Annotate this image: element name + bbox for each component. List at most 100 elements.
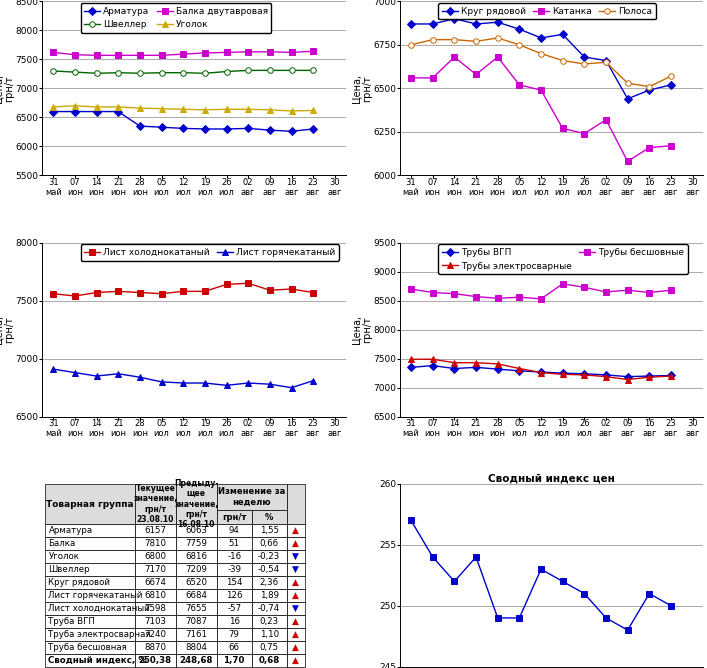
Балка двутавровая <box>114 51 122 59</box>
FancyBboxPatch shape <box>217 628 252 641</box>
Лист горячекатаный <box>157 378 165 386</box>
Text: Труба ВГП: Труба ВГП <box>49 617 95 626</box>
Трубы ВГП <box>407 363 415 371</box>
Трубы ВГП <box>580 369 589 377</box>
Круг рядовой <box>428 20 437 28</box>
Балка двутавровая <box>157 51 165 59</box>
Text: 6800: 6800 <box>144 552 166 561</box>
Трубы ВГП <box>450 365 459 373</box>
Лист горячекатаный <box>222 381 230 389</box>
Text: 0,66: 0,66 <box>259 539 279 548</box>
Legend: Трубы ВГП, Трубы электросварные, Трубы бесшовные: Трубы ВГП, Трубы электросварные, Трубы б… <box>438 244 688 274</box>
Line: Балка двутавровая: Балка двутавровая <box>50 49 316 58</box>
Text: Швеллер: Швеллер <box>49 565 90 574</box>
Арматура <box>157 123 165 131</box>
Арматура <box>114 108 122 116</box>
Балка двутавровая <box>222 48 230 56</box>
Text: 6520: 6520 <box>185 578 207 587</box>
FancyBboxPatch shape <box>45 589 135 602</box>
Line: Уголок: Уголок <box>50 103 316 114</box>
Круг рядовой <box>472 20 480 28</box>
Швеллер <box>136 69 144 77</box>
Трубы бесшовные <box>407 285 415 293</box>
Арматура <box>287 128 296 136</box>
FancyBboxPatch shape <box>217 615 252 628</box>
Text: 1,10: 1,10 <box>259 630 279 639</box>
Line: Лист холоднокатаный: Лист холоднокатаный <box>50 281 316 299</box>
Балка двутавровая <box>244 48 252 56</box>
Полоса <box>407 41 415 49</box>
Полоса <box>667 72 675 80</box>
Трубы электросварные <box>667 372 675 380</box>
Уголок <box>266 106 274 114</box>
FancyBboxPatch shape <box>252 628 286 641</box>
Арматура <box>266 126 274 134</box>
Лист холоднокатаный <box>222 281 230 289</box>
Трубы электросварные <box>624 375 632 383</box>
FancyBboxPatch shape <box>45 524 135 537</box>
Катанка <box>580 130 589 138</box>
Text: Труба электросварная: Труба электросварная <box>49 630 151 639</box>
Text: ▲: ▲ <box>292 539 299 548</box>
Круг рядовой <box>450 15 459 23</box>
Круг рядовой <box>559 31 567 39</box>
Уголок <box>93 103 101 111</box>
Лист холоднокатаный <box>93 289 101 297</box>
FancyBboxPatch shape <box>135 576 176 589</box>
Швеллер <box>93 69 101 77</box>
Text: 6674: 6674 <box>144 578 166 587</box>
Катанка <box>667 142 675 150</box>
FancyBboxPatch shape <box>286 550 305 563</box>
FancyBboxPatch shape <box>176 589 217 602</box>
Line: Лист горячекатаный: Лист горячекатаный <box>50 366 316 390</box>
FancyBboxPatch shape <box>45 641 135 654</box>
Трубы ВГП <box>537 368 545 376</box>
Полоса <box>428 35 437 43</box>
FancyBboxPatch shape <box>45 550 135 563</box>
Text: 94: 94 <box>229 526 240 535</box>
Полоса <box>537 49 545 57</box>
Катанка <box>407 74 415 82</box>
Лист горячекатаный <box>49 365 57 373</box>
Text: 6816: 6816 <box>185 552 207 561</box>
Y-axis label: Цена,
грн/т: Цена, грн/т <box>351 73 372 103</box>
Line: Арматура: Арматура <box>50 109 316 134</box>
Лист холоднокатаный <box>157 290 165 298</box>
FancyBboxPatch shape <box>135 537 176 550</box>
Legend: Лист холоднокатаный, Лист горячекатаный: Лист холоднокатаный, Лист горячекатаный <box>81 244 339 261</box>
Трубы бесшовные <box>602 288 610 296</box>
Legend: Круг рядовой, Катанка, Полоса: Круг рядовой, Катанка, Полоса <box>438 3 655 19</box>
Круг рядовой <box>493 18 502 26</box>
FancyBboxPatch shape <box>176 563 217 576</box>
Трубы электросварные <box>472 359 480 367</box>
FancyBboxPatch shape <box>45 563 135 576</box>
Трубы бесшовные <box>580 283 589 291</box>
Line: Круг рядовой: Круг рядовой <box>408 16 674 102</box>
FancyBboxPatch shape <box>252 510 286 524</box>
Трубы ВГП <box>493 365 502 373</box>
Швеллер <box>201 69 209 77</box>
Text: Изменение за
неделю: Изменение за неделю <box>218 488 286 507</box>
Арматура <box>179 124 187 132</box>
FancyBboxPatch shape <box>176 602 217 615</box>
FancyBboxPatch shape <box>217 602 252 615</box>
FancyBboxPatch shape <box>252 654 286 667</box>
Text: 6157: 6157 <box>144 526 166 535</box>
FancyBboxPatch shape <box>217 510 252 524</box>
Швеллер <box>179 69 187 77</box>
Трубы электросварные <box>537 369 545 377</box>
Text: 1,70: 1,70 <box>223 656 245 665</box>
Швеллер <box>309 66 317 74</box>
Трубы ВГП <box>559 369 567 377</box>
FancyBboxPatch shape <box>176 484 217 524</box>
Круг рядовой <box>667 81 675 89</box>
FancyBboxPatch shape <box>176 641 217 654</box>
Лист холоднокатаный <box>244 279 252 287</box>
Уголок <box>222 106 230 114</box>
FancyBboxPatch shape <box>176 615 217 628</box>
Text: Товарная группа: Товарная группа <box>47 500 134 508</box>
Катанка <box>559 124 567 132</box>
Швеллер <box>266 66 274 74</box>
Text: -0,74: -0,74 <box>258 604 280 613</box>
Лист горячекатаный <box>309 377 317 385</box>
